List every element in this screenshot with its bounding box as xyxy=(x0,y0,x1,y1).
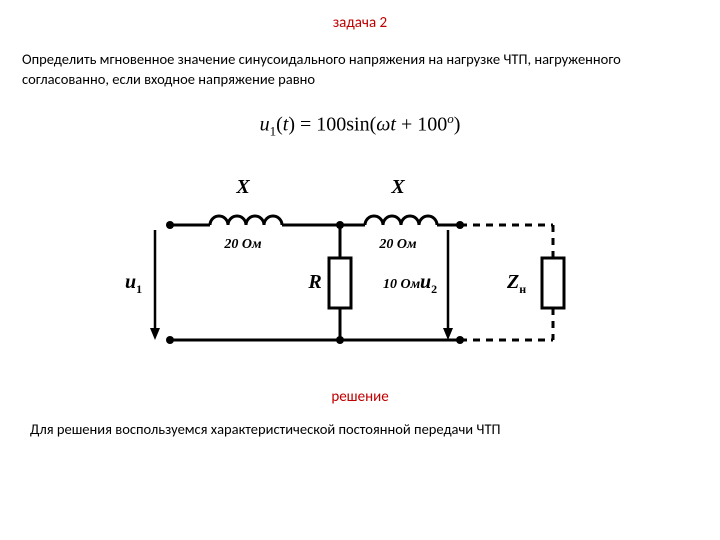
formula-close: ) xyxy=(454,114,461,136)
formula-sin: sin( xyxy=(346,114,376,136)
formula-eq: = xyxy=(295,114,316,136)
formula-amp: 100 xyxy=(316,114,346,136)
label-r1: 20 Ом xyxy=(223,237,262,252)
formula-u: u xyxy=(260,114,270,136)
label-X2: X xyxy=(390,176,405,198)
label-r2: 20 Ом xyxy=(378,237,417,252)
label-u1: u1 xyxy=(125,271,142,296)
label-u2: u2 xyxy=(420,271,437,296)
solution-intro: Для решения воспользуемся характеристиче… xyxy=(20,420,700,438)
circuit-diagram: X X 20 Ом 20 Ом R 10 Ом u1 u2 Zн xyxy=(20,170,700,370)
label-Zn: Zн xyxy=(506,271,526,296)
label-R: R xyxy=(307,271,321,293)
input-voltage-formula: u1(t) = 100sin(ωt + 100o) xyxy=(20,111,700,140)
label-Rval: 10 Ом xyxy=(383,277,421,292)
problem-number: задача 2 xyxy=(20,14,700,32)
formula-plus: + xyxy=(396,114,417,136)
formula-close-arg: ) xyxy=(288,114,295,136)
formula-open-arg: ( xyxy=(276,114,283,136)
problem-statement: Определить мгновенное значение синусоида… xyxy=(20,50,700,89)
formula-omega: ω xyxy=(376,114,390,136)
label-X1: X xyxy=(235,176,250,198)
solution-heading: решение xyxy=(20,388,700,406)
formula-phase: 100 xyxy=(417,114,447,136)
